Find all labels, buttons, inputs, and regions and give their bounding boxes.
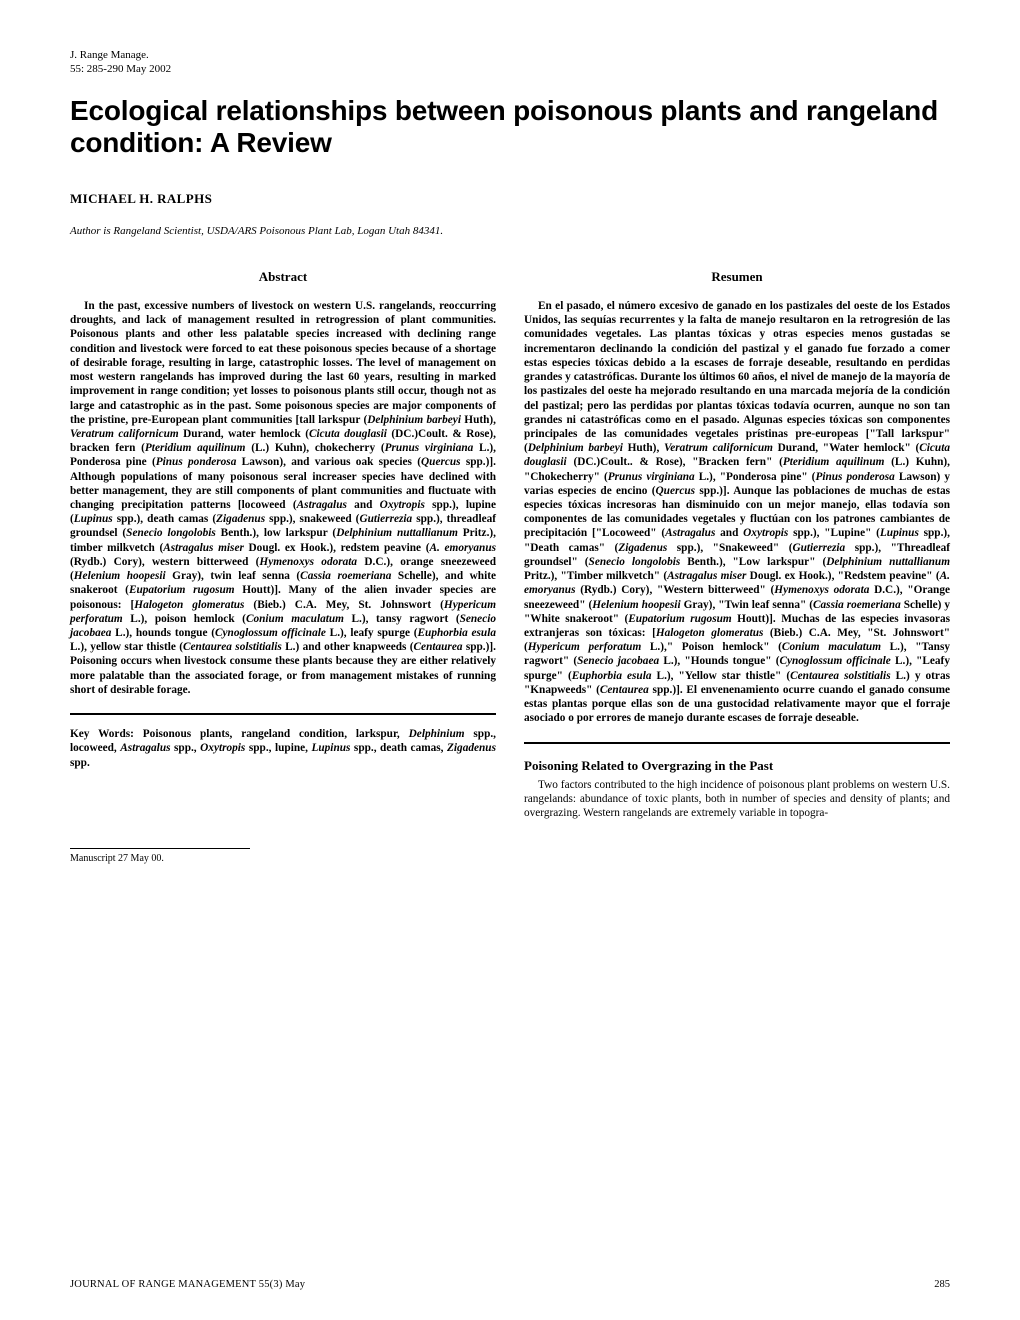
- abstract-heading: Abstract: [70, 269, 496, 285]
- resumen-body: En el pasado, el número excesivo de gana…: [524, 299, 950, 726]
- keywords-text: Poisonous plants, rangeland condition, l…: [70, 728, 496, 768]
- divider-thick-right: [524, 742, 950, 744]
- article-title: Ecological relationships between poisono…: [70, 95, 950, 159]
- manuscript-note: Manuscript 27 May 00.: [70, 853, 496, 864]
- author-name: MICHAEL H. RALPHS: [70, 191, 950, 207]
- footer-journal: JOURNAL OF RANGE MANAGEMENT 55(3) May: [70, 1279, 305, 1290]
- left-column: Abstract In the past, excessive numbers …: [70, 269, 496, 864]
- keywords-label: Key Words:: [70, 728, 134, 740]
- page-footer: JOURNAL OF RANGE MANAGEMENT 55(3) May 28…: [70, 1279, 950, 1290]
- abstract-body: In the past, excessive numbers of livest…: [70, 299, 496, 697]
- divider-short: [70, 848, 250, 849]
- resumen-heading: Resumen: [524, 269, 950, 285]
- author-affiliation: Author is Rangeland Scientist, USDA/ARS …: [70, 225, 950, 237]
- intro-body: Two factors contributed to the high inci…: [524, 778, 950, 821]
- journal-line2: 55: 285-290 May 2002: [70, 62, 950, 76]
- keywords-block: Key Words: Poisonous plants, rangeland c…: [70, 727, 496, 770]
- footer-page-number: 285: [934, 1279, 950, 1290]
- divider-thick: [70, 713, 496, 715]
- two-column-layout: Abstract In the past, excessive numbers …: [70, 269, 950, 864]
- right-column: Resumen En el pasado, el número excesivo…: [524, 269, 950, 864]
- journal-line1: J. Range Manage.: [70, 48, 950, 62]
- intro-heading: Poisoning Related to Overgrazing in the …: [524, 758, 950, 774]
- journal-reference: J. Range Manage. 55: 285-290 May 2002: [70, 48, 950, 77]
